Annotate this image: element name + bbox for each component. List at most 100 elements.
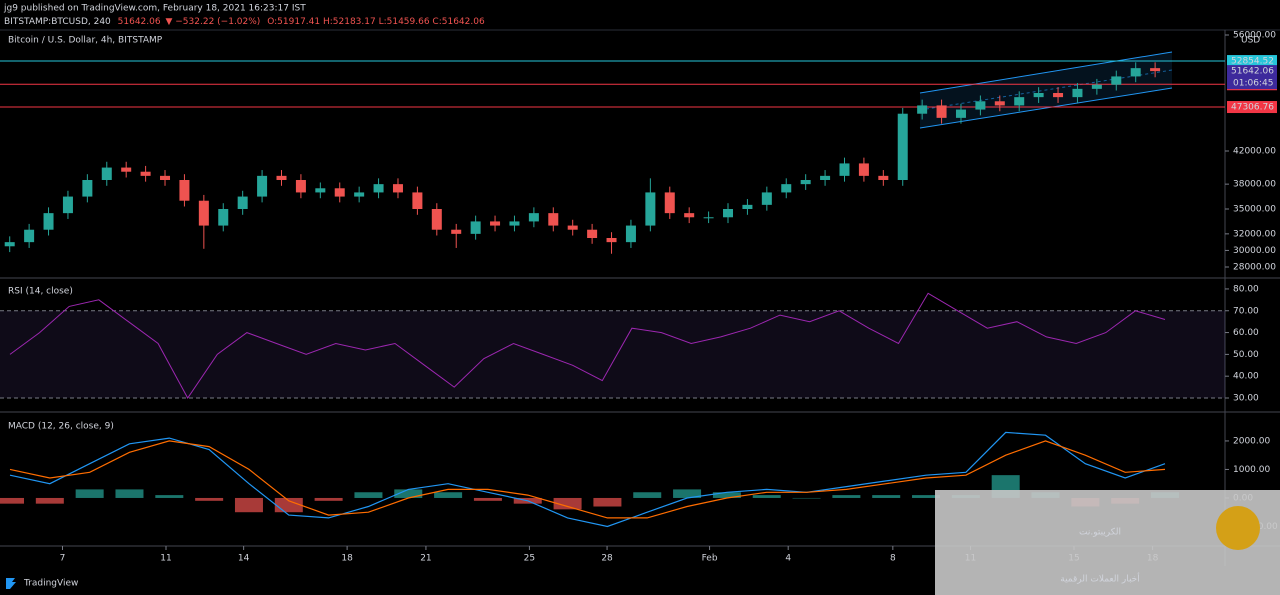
watermark-title: الكريبتو.نت: [1079, 528, 1121, 538]
brand: TradingView: [23, 579, 78, 589]
price-tag-label: 47306.76: [1231, 103, 1274, 113]
candle-body: [897, 113, 908, 180]
candle-body: [470, 221, 481, 234]
candle-body: [451, 229, 462, 234]
candle-body: [820, 175, 831, 180]
candle-body: [1053, 92, 1064, 98]
histogram-bar: [354, 492, 383, 498]
x-tick-label: 25: [524, 554, 535, 564]
watermark-logo: [1216, 506, 1260, 550]
candle-body: [548, 213, 559, 226]
candle-body: [373, 184, 384, 193]
y-tick-label: 2000.00: [1233, 436, 1270, 446]
x-tick-label: 11: [160, 554, 171, 564]
x-tick-label: 14: [238, 554, 250, 564]
candle-body: [664, 192, 675, 214]
candle-body: [24, 229, 35, 243]
candle-body: [1014, 97, 1025, 106]
candle-body: [975, 101, 986, 110]
candle-body: [936, 105, 947, 118]
candle-body: [490, 221, 501, 226]
x-tick-label: 18: [341, 554, 353, 564]
candle-body: [742, 204, 753, 209]
candle-body: [121, 167, 132, 172]
rsi-band: [0, 310, 1225, 399]
candle-body: [412, 192, 423, 209]
candle-body: [82, 179, 93, 197]
candle-body: [237, 196, 248, 209]
channel-line: [919, 87, 1173, 129]
candle-body: [295, 179, 306, 193]
histogram-bar: [234, 497, 263, 513]
histogram-bar: [712, 492, 741, 498]
candle-body: [567, 225, 578, 230]
histogram-bar: [274, 497, 303, 513]
symbol: BITSTAMP:BTCUSD, 240: [4, 17, 111, 27]
histogram-bar: [832, 495, 861, 498]
candle-body: [606, 237, 617, 243]
candle-body: [839, 163, 850, 176]
candle-body: [218, 208, 229, 226]
histogram-bar: [473, 497, 502, 501]
pane-title: Bitcoin / U.S. Dollar, 4h, BITSTAMP: [8, 36, 163, 46]
histogram-bar: [434, 492, 463, 498]
candle-body: [1033, 92, 1044, 98]
candle-body: [62, 196, 73, 214]
candle-body: [917, 105, 928, 114]
candle-body: [1111, 76, 1122, 85]
histogram-bar: [553, 497, 582, 510]
x-tick-label: 28: [601, 554, 613, 564]
histogram-bar: [633, 492, 662, 498]
candle-body: [101, 167, 112, 180]
last-price-tag: [1227, 65, 1277, 90]
channel-line: [919, 51, 1173, 94]
y-tick-label: 1000.00: [1233, 465, 1270, 475]
candle-body: [1150, 68, 1161, 72]
histogram-bar: [155, 495, 184, 498]
histogram-bar: [752, 495, 781, 498]
candle-body: [955, 109, 966, 118]
histogram-bar: [0, 497, 24, 504]
candle-body: [1072, 88, 1083, 98]
candle-body: [509, 221, 520, 226]
price-tag: [1227, 55, 1277, 68]
candle-body: [43, 213, 54, 230]
y-tick-label: 40.00: [1233, 372, 1259, 382]
histogram-bar: [195, 497, 224, 501]
candle-body: [878, 175, 889, 180]
y-tick-label: 50.00: [1233, 350, 1259, 360]
candle-body: [587, 229, 598, 238]
candle-body: [645, 192, 656, 226]
header-quote: BITSTAMP:BTCUSD, 240 51642.06 ▼ −532.22 …: [4, 17, 485, 27]
candle-body: [257, 175, 268, 197]
y-tick-label: 30000.00: [1233, 246, 1276, 256]
y-tick-label: 60.00: [1233, 328, 1259, 338]
y-tick-label: 28000.00: [1233, 262, 1276, 272]
y-tick-label: 56000.00: [1233, 30, 1276, 40]
candle-body: [1091, 84, 1102, 89]
candle-body: [4, 242, 15, 247]
x-tick-label: 7: [60, 554, 66, 564]
x-tick-label: Feb: [702, 554, 718, 564]
histogram-bar: [792, 497, 821, 499]
header-line: jg9 published on TradingView.com, Februa…: [3, 4, 306, 14]
histogram-bar: [394, 489, 423, 498]
x-tick-label: 4: [785, 554, 791, 564]
ohlc: O:51917.41 H:52183.17 L:51459.66 C:51642…: [267, 17, 485, 27]
candle-body: [858, 163, 869, 176]
price-tag: [1227, 101, 1277, 114]
y-tick-label: 70.00: [1233, 306, 1259, 316]
candle-body: [140, 171, 151, 176]
candle-body: [198, 200, 209, 226]
pane-title: MACD (12, 26, close, 9): [8, 422, 114, 432]
x-tick-label: 21: [420, 554, 431, 564]
candle-body: [761, 192, 772, 205]
candle-body: [684, 213, 695, 218]
price-tag-label: 52854.52: [1231, 57, 1274, 67]
candle-body: [800, 179, 811, 185]
candle-body: [276, 175, 287, 180]
candle-body: [1130, 68, 1141, 77]
candle-body: [703, 217, 714, 219]
candle-body: [179, 179, 190, 201]
